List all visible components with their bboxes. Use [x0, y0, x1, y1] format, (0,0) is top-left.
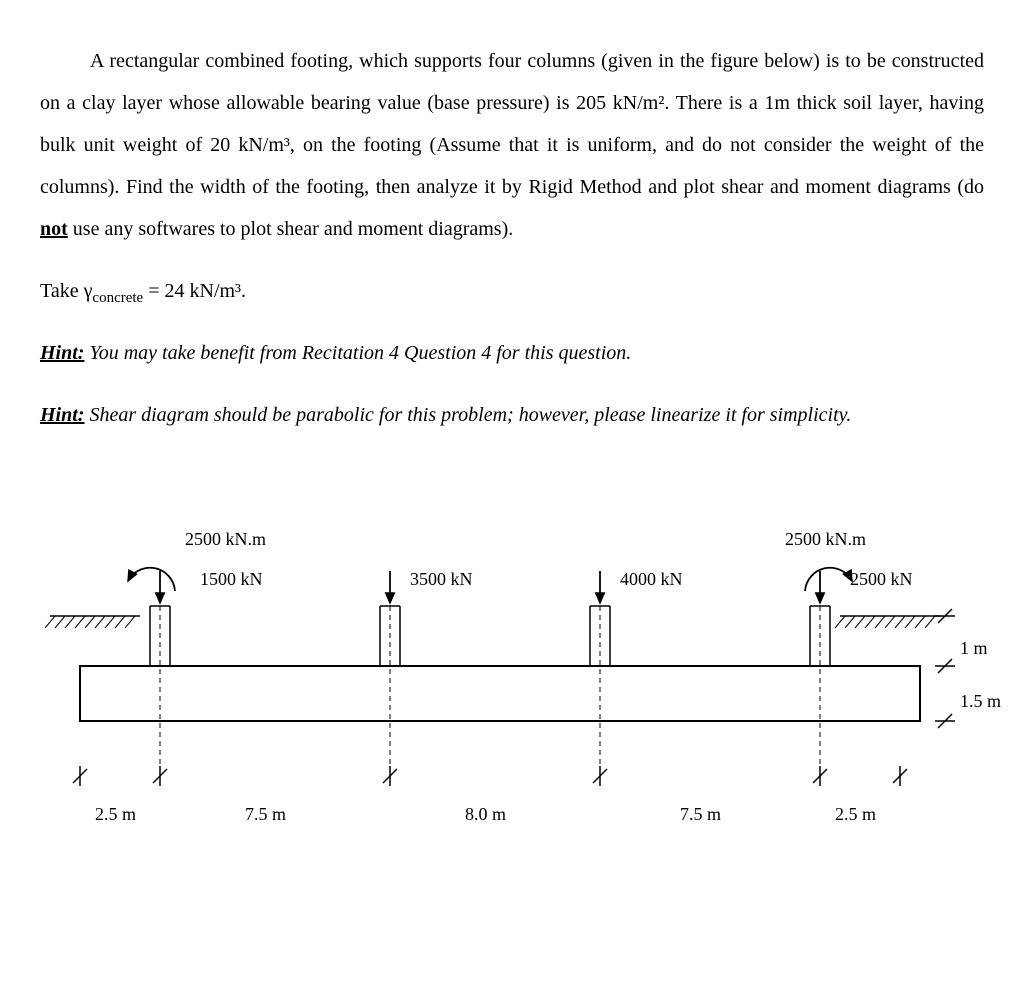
- span-1: 2.5 m: [95, 796, 136, 834]
- hint-2: Hint: Shear diagram should be parabolic …: [40, 394, 984, 436]
- moment-arc-left: [128, 568, 175, 591]
- span-4: 7.5 m: [680, 796, 721, 834]
- gamma-line: Take γconcrete = 24 kN/m³.: [40, 270, 984, 312]
- moment-arc-right: [805, 568, 852, 591]
- para-text-1: A rectangular combined footing, which su…: [40, 50, 984, 198]
- gamma-rest: = 24 kN/m³.: [143, 280, 246, 302]
- para-text-2: use any softwares to plot shear and mome…: [68, 218, 513, 240]
- hint-1: Hint: You may take benefit from Recitati…: [40, 332, 984, 374]
- height-1-5m: 1.5 m: [960, 683, 1001, 721]
- load-label-3: 4000 kN: [620, 561, 683, 599]
- height-1m: 1 m: [960, 630, 988, 668]
- span-2: 7.5 m: [245, 796, 286, 834]
- span-3: 8.0 m: [465, 796, 506, 834]
- load-label-2: 3500 kN: [410, 561, 473, 599]
- hint1-label: Hint:: [40, 342, 84, 364]
- footing-rect: [80, 666, 920, 721]
- hint2-text: Shear diagram should be parabolic for th…: [84, 404, 851, 426]
- word-not: not: [40, 218, 68, 240]
- problem-paragraph: A rectangular combined footing, which su…: [40, 40, 984, 250]
- moment-label-right: 2500 kN.m: [785, 521, 866, 559]
- load-label-1: 1500 kN: [200, 561, 263, 599]
- gamma-prefix: Take γ: [40, 280, 92, 302]
- load-label-4: 2500 kN: [850, 561, 913, 599]
- footing-diagram: 2500 kN.m 2500 kN.m 1500 kN 3500 kN 4000…: [40, 476, 960, 856]
- hint2-label: Hint:: [40, 404, 84, 426]
- gamma-sub: concrete: [92, 290, 143, 306]
- hint1-text: You may take benefit from Recitation 4 Q…: [84, 342, 631, 364]
- span-5: 2.5 m: [835, 796, 876, 834]
- moment-label-left: 2500 kN.m: [185, 521, 266, 559]
